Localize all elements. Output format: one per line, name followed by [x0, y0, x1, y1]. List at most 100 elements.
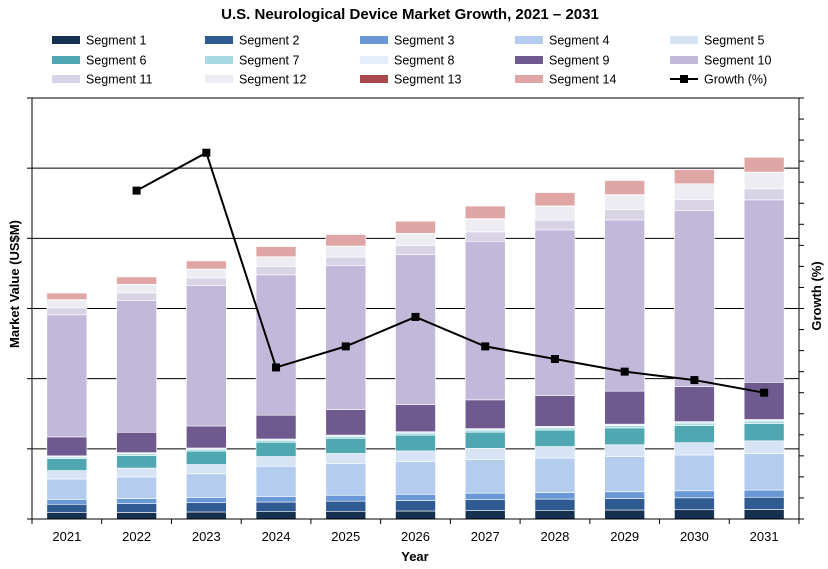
- legend-swatch: [205, 75, 233, 83]
- bar-segment-5: [396, 451, 436, 462]
- bar-segment-3: [605, 492, 645, 499]
- legend-label: Segment 10: [704, 54, 771, 68]
- bar-segment-7: [605, 426, 645, 428]
- legend-label: Growth (%): [704, 73, 767, 87]
- bar-segment-6: [535, 430, 575, 447]
- bar-segment-2: [186, 503, 226, 512]
- growth-point: [551, 355, 559, 363]
- bar-segment-9: [465, 400, 505, 429]
- bar-segment-10: [744, 200, 784, 382]
- growth-point: [621, 368, 629, 376]
- bar-segment-1: [465, 511, 505, 519]
- x-tick-label: 2030: [680, 529, 709, 544]
- legend-swatch: [515, 56, 543, 64]
- bar-segment-6: [326, 438, 366, 453]
- bar-segment-4: [47, 479, 87, 499]
- bar-segment-11: [605, 210, 645, 220]
- bar-segment-10: [326, 266, 366, 410]
- bar-segment-3: [256, 496, 296, 502]
- bar-segment-7: [674, 423, 714, 425]
- growth-point: [481, 342, 489, 350]
- bar-segment-5: [744, 441, 784, 454]
- bar-segment-9: [47, 437, 87, 456]
- growth-point: [202, 149, 210, 157]
- legend-swatch: [205, 36, 233, 44]
- bars: [47, 157, 784, 519]
- legend-label: Segment 14: [549, 73, 616, 87]
- bar-segment-12: [396, 234, 436, 246]
- legend-label: Segment 9: [549, 54, 610, 68]
- legend-swatch: [205, 56, 233, 64]
- bar-segment-10: [186, 286, 226, 426]
- x-tick-label: 2027: [471, 529, 500, 544]
- x-tick-label: 2023: [192, 529, 221, 544]
- bar-segment-5: [117, 468, 157, 477]
- bar-segment-4: [465, 459, 505, 493]
- bar-segment-11: [465, 232, 505, 241]
- growth-point: [133, 187, 141, 195]
- bar-segment-9: [326, 410, 366, 436]
- bar-segment-1: [605, 510, 645, 519]
- bar-segment-9: [117, 432, 157, 452]
- x-tick-label: 2024: [262, 529, 291, 544]
- bar-segment-12: [465, 219, 505, 232]
- bar-segment-9: [744, 382, 784, 419]
- legend-swatch: [670, 36, 698, 44]
- legend-label: Segment 3: [394, 34, 455, 48]
- bar-segment-2: [535, 499, 575, 510]
- bar-segment-6: [674, 426, 714, 443]
- bar-segment-10: [117, 300, 157, 432]
- bar-segment-12: [605, 195, 645, 209]
- bar-segment-9: [535, 396, 575, 427]
- bar-segment-3: [396, 494, 436, 500]
- bar-segment-7: [396, 433, 436, 435]
- bar-segment-14: [674, 170, 714, 184]
- legend-swatch: [515, 75, 543, 83]
- legend-swatch: [360, 36, 388, 44]
- bar-segment-14: [465, 206, 505, 219]
- legend-label: Segment 8: [394, 54, 455, 68]
- bar-segment-4: [744, 454, 784, 490]
- y2-axis-label: Growth (%): [809, 261, 824, 330]
- bar-segment-10: [465, 241, 505, 400]
- bar-segment-3: [465, 493, 505, 499]
- bar-segment-12: [186, 269, 226, 277]
- bar-segment-2: [326, 501, 366, 511]
- bar-segment-14: [535, 193, 575, 206]
- bar-segment-1: [535, 510, 575, 519]
- bar-segment-2: [396, 500, 436, 511]
- bar-segment-3: [535, 492, 575, 499]
- x-axis-label: Year: [401, 549, 428, 564]
- bar-segment-5: [465, 448, 505, 459]
- bar-segment-7: [744, 421, 784, 423]
- bar-segment-1: [186, 512, 226, 519]
- bar-segment-12: [256, 257, 296, 267]
- bar-segment-12: [117, 285, 157, 293]
- bar-segment-9: [396, 405, 436, 432]
- bar-segment-2: [47, 504, 87, 512]
- bar-segment-4: [326, 464, 366, 496]
- bar-segment-12: [744, 173, 784, 189]
- x-tick-label: 2028: [540, 529, 569, 544]
- growth-point: [342, 342, 350, 350]
- bar-segment-4: [605, 457, 645, 492]
- bar-segment-3: [674, 491, 714, 498]
- bar-segment-3: [186, 497, 226, 502]
- legend-swatch: [52, 56, 80, 64]
- x-tick-label: 2022: [122, 529, 151, 544]
- legend-label: Segment 6: [86, 54, 147, 68]
- legend-label: Segment 5: [704, 34, 765, 48]
- y-axis-label: Market Value (US$M): [7, 220, 22, 348]
- bar-segment-1: [396, 511, 436, 519]
- x-tick-label: 2025: [331, 529, 360, 544]
- bar-segment-11: [186, 278, 226, 286]
- bar-segment-11: [396, 245, 436, 254]
- bar-segment-14: [744, 157, 784, 172]
- bar-segment-2: [744, 497, 784, 509]
- bar-segment-10: [256, 275, 296, 415]
- bar-segment-12: [535, 206, 575, 220]
- x-tick-label: 2031: [750, 529, 779, 544]
